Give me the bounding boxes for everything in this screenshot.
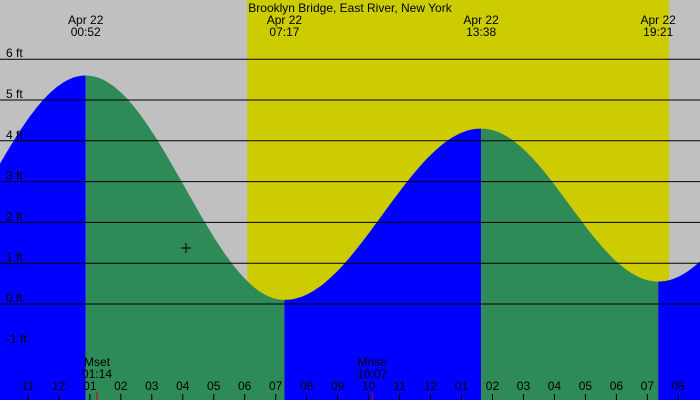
hour-tick-label: 08 (672, 379, 686, 393)
y-tick-label: 5 ft (6, 87, 23, 101)
hour-tick-label: 03 (145, 379, 159, 393)
chart-title: Brooklyn Bridge, East River, New York (248, 1, 452, 15)
hour-tick-label: 01 (455, 379, 469, 393)
y-tick-label: 2 ft (6, 209, 23, 223)
y-tick-label: -1 ft (6, 332, 27, 346)
y-tick-label: 0 ft (6, 291, 23, 305)
extreme-date-label: Apr 22 (68, 13, 104, 27)
hour-tick-label: 07 (641, 379, 655, 393)
rising-tide-area (658, 261, 700, 400)
hour-tick-label: 04 (548, 379, 562, 393)
moon-event-label: Mrise (358, 355, 388, 369)
extreme-time-label: 19:21 (643, 25, 673, 39)
moon-event-label: Mset (84, 355, 111, 369)
hour-tick-label: 12 (424, 379, 438, 393)
hour-tick-label: 08 (300, 379, 314, 393)
height-gridlines (0, 58, 700, 305)
hour-tick-label: 05 (579, 379, 593, 393)
hour-tick-label: 02 (114, 379, 128, 393)
hour-tick-label: 05 (207, 379, 221, 393)
extreme-date-label: Apr 22 (463, 13, 499, 27)
extreme-date-label: Apr 22 (267, 13, 303, 27)
falling-tide-area (85, 75, 285, 400)
x-axis-hour-ticks: 11 12 01 02 03 04 05 06 07 08 09 10 11 12 01 02 03 04 05 06… (22, 379, 686, 400)
hour-tick-label: 03 (517, 379, 531, 393)
hour-tick-label: 07 (269, 379, 283, 393)
hour-tick-label: 02 (486, 379, 500, 393)
falling-tide-area (481, 128, 659, 400)
y-tick-label: 6 ft (6, 46, 23, 60)
hour-tick-label: 04 (176, 379, 190, 393)
y-tick-label: 4 ft (6, 128, 23, 142)
crosshair-cursor (181, 243, 191, 253)
extreme-time-label: 00:52 (71, 25, 101, 39)
y-axis-labels: 6 ft 5 ft 4 ft 3 ft 2 ft 1 ft 0 ft -1 ft (6, 46, 27, 346)
hour-tick-label: 11 (393, 379, 406, 393)
hour-tick-label: 06 (610, 379, 624, 393)
y-tick-label: 1 ft (6, 250, 23, 264)
rising-tide-area (284, 128, 482, 400)
hour-tick-label: 01 (83, 379, 97, 393)
hour-tick-label: 12 (52, 379, 66, 393)
y-tick-label: 3 ft (6, 169, 23, 183)
moon-event-time: 01:14 (82, 367, 112, 381)
tide-area (0, 75, 700, 400)
rising-tide-area (0, 75, 86, 400)
extreme-date-label: Apr 22 (641, 13, 677, 27)
moon-event-time: 10:07 (357, 367, 387, 381)
hour-tick-label: 06 (238, 379, 252, 393)
hour-tick-label: 10 (362, 379, 376, 393)
extreme-time-label: 13:38 (466, 25, 496, 39)
extreme-time-label: 07:17 (269, 25, 299, 39)
hour-tick-label: 09 (331, 379, 345, 393)
hour-tick-label: 11 (22, 379, 35, 393)
